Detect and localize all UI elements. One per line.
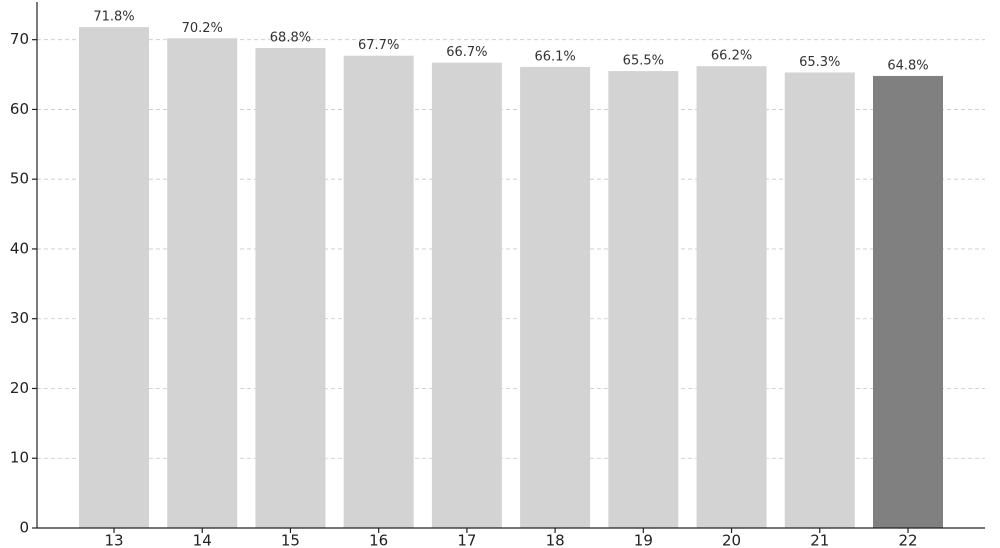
value-label: 66.2%	[711, 49, 752, 64]
value-label: 64.8%	[887, 58, 928, 73]
value-label: 71.8%	[93, 10, 134, 25]
x-tick-label: 13	[104, 532, 123, 548]
bar	[79, 27, 149, 529]
x-tick-label: 17	[457, 532, 476, 548]
bar	[255, 48, 326, 528]
y-tick-label: 60	[10, 100, 29, 118]
value-label: 65.5%	[623, 54, 664, 69]
value-label: 65.3%	[799, 55, 840, 70]
x-tick-label: 22	[898, 532, 917, 548]
value-label: 70.2%	[182, 21, 223, 36]
value-label: 67.7%	[358, 38, 399, 53]
bar	[784, 72, 855, 528]
bar	[167, 38, 238, 528]
y-tick-label: 50	[10, 170, 29, 188]
y-tick-label: 70	[10, 30, 29, 48]
value-label: 66.7%	[446, 45, 487, 60]
value-label: 68.8%	[270, 31, 311, 46]
x-tick-label: 20	[722, 532, 741, 548]
y-tick-label: 0	[19, 519, 29, 537]
bar	[520, 66, 591, 528]
x-tick-label: 18	[546, 532, 565, 548]
value-label: 66.1%	[534, 49, 575, 64]
x-tick-label: 16	[369, 532, 388, 548]
y-tick-label: 20	[10, 379, 29, 397]
x-tick-label: 21	[810, 532, 829, 548]
x-tick-label: 19	[634, 532, 653, 548]
y-tick-label: 30	[10, 309, 29, 327]
bar	[431, 62, 502, 528]
bar	[873, 75, 943, 528]
x-tick-label: 14	[193, 532, 212, 548]
bar	[696, 66, 767, 529]
y-tick-label: 40	[10, 239, 29, 257]
y-tick-label: 10	[10, 449, 29, 467]
x-tick-label: 15	[281, 532, 300, 548]
bar	[343, 55, 414, 528]
bar	[608, 71, 679, 528]
